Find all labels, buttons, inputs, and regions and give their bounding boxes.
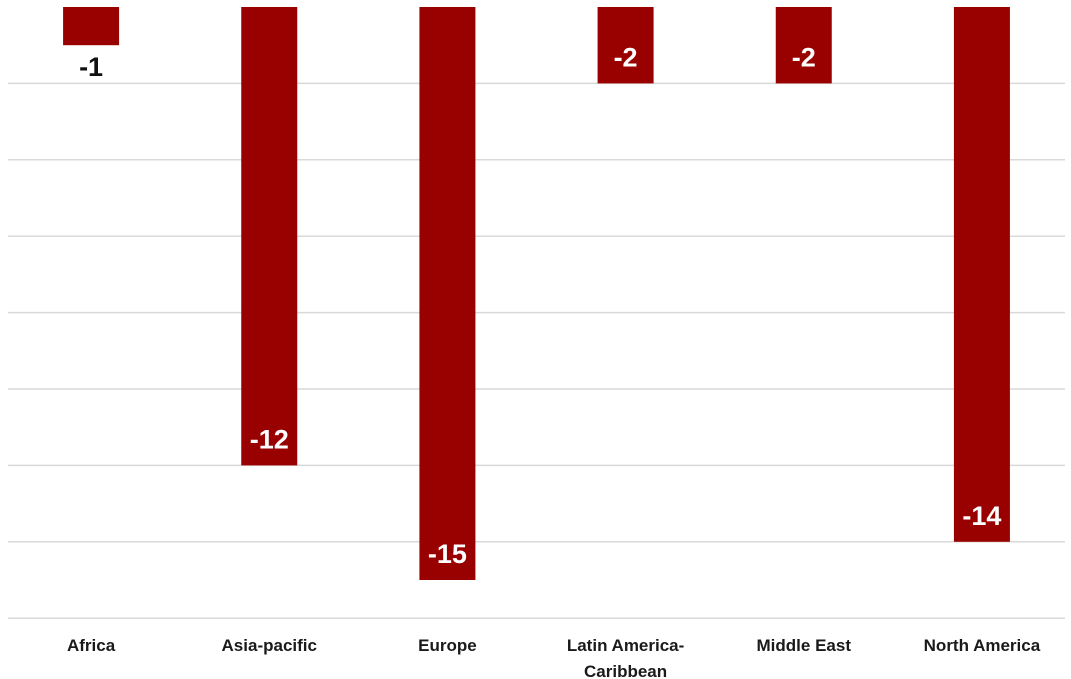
value-label-1: -12	[250, 424, 289, 454]
category-labels: Africa Asia-pacific Europe Latin America- Ca…	[67, 636, 1041, 679]
value-label-5: -14	[962, 501, 1001, 531]
value-label-4: -2	[792, 42, 816, 72]
category-label-line: North America	[924, 636, 1041, 655]
category-label-4: Middle East	[757, 636, 852, 655]
category-label-line: Europe	[418, 636, 477, 655]
bar-0	[63, 7, 120, 46]
value-label-3: -2	[614, 42, 638, 72]
bar-1	[241, 7, 298, 466]
category-label-line: Asia-pacific	[222, 636, 317, 655]
category-label-1: Asia-pacific	[222, 636, 317, 655]
bar-5	[953, 7, 1010, 542]
bars	[63, 7, 1010, 580]
category-label-2: Europe	[418, 636, 477, 655]
gridlines	[8, 82, 1065, 619]
category-label-line: Latin America-	[567, 636, 684, 655]
category-label-line: Africa	[67, 636, 116, 655]
value-label-2: -15	[428, 539, 467, 569]
bar-2	[419, 7, 476, 580]
category-label-line: Middle East	[757, 636, 852, 655]
category-label-5: North America	[924, 636, 1041, 655]
value-label-0: -1	[79, 52, 103, 82]
bar-4	[775, 7, 832, 84]
category-label-0: Africa	[67, 636, 116, 655]
value-labels: -1 -12 -15 -2 -2 -14	[79, 42, 1001, 569]
category-label-3: Latin America- Caribbean	[567, 636, 684, 679]
bar-3	[597, 7, 654, 84]
category-label-line: Caribbean	[584, 662, 667, 679]
